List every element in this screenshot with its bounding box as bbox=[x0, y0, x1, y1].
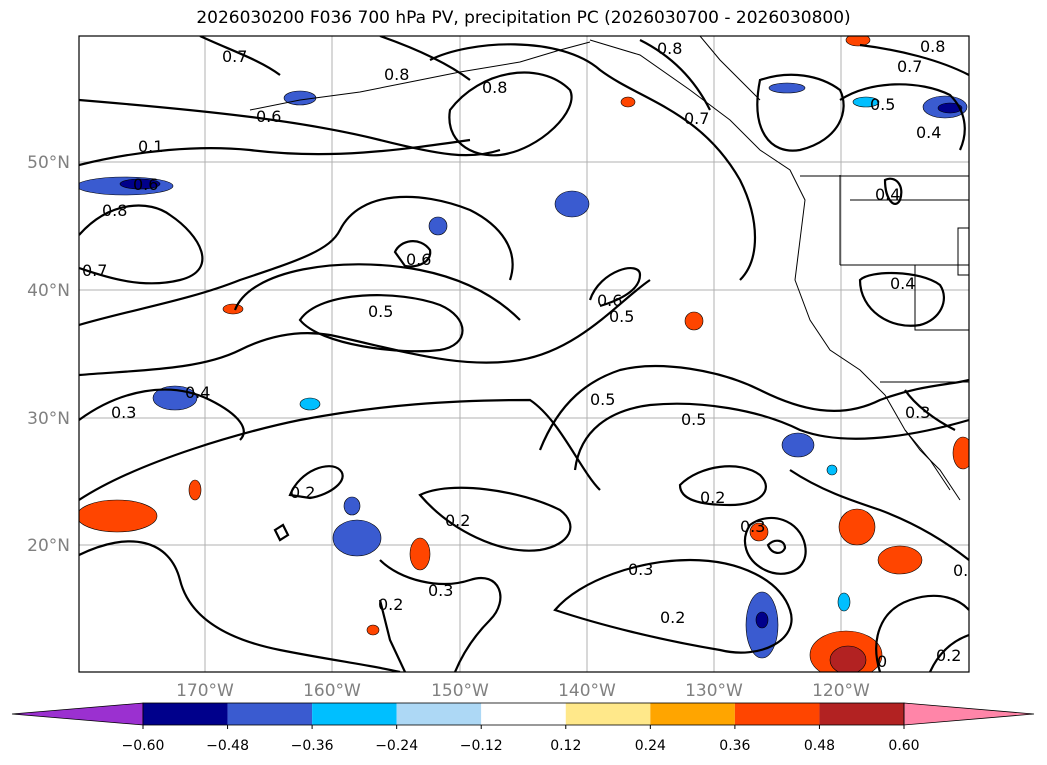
colorbar-tick-label: −0.36 bbox=[291, 738, 334, 754]
colorbar-tick-label: 0.24 bbox=[635, 738, 666, 754]
colorbar-tick-label: −0.60 bbox=[122, 738, 165, 754]
lon-label-160w: 160°W bbox=[303, 681, 361, 701]
colorbar-tick-label: 0.36 bbox=[719, 738, 750, 754]
lon-label-150w: 150°W bbox=[431, 681, 489, 701]
contour-label: 0.7 bbox=[222, 47, 247, 66]
colorbar-segment bbox=[143, 703, 228, 725]
contour-labels: 0.7 0.8 0.6 0.8 0.8 0.7 0.7 0.8 0.5 0.4 … bbox=[82, 37, 978, 671]
contour-label: 0.2 bbox=[445, 511, 470, 530]
contour-label: 0.8 bbox=[657, 39, 682, 58]
contour-label: 0.2 bbox=[700, 488, 725, 507]
lat-label-30n: 30°N bbox=[27, 409, 70, 429]
colorbar-tick-label: 0.60 bbox=[888, 738, 919, 754]
contour-label: 0.8 bbox=[384, 65, 409, 84]
map-border bbox=[78, 35, 970, 673]
colorbar-segment bbox=[481, 703, 566, 725]
contour-label: 0.6 bbox=[256, 107, 281, 126]
contour-label: 0.2 bbox=[660, 608, 685, 627]
map-title: 2026030200 F036 700 hPa PV, precipitatio… bbox=[196, 8, 851, 28]
colorbar-segment bbox=[312, 703, 397, 725]
contour-label: 0.4 bbox=[185, 383, 210, 402]
contour-label: 0 bbox=[877, 652, 887, 671]
lon-label-170w: 170°W bbox=[176, 681, 234, 701]
lon-label-130w: 130°W bbox=[685, 681, 743, 701]
contour-label: 0.5 bbox=[609, 307, 634, 326]
contour-label: 0.6 bbox=[597, 291, 622, 310]
contour-label: 0.7 bbox=[684, 109, 709, 128]
contour-label: 0.3 bbox=[111, 403, 136, 422]
contour-label: 0.8 bbox=[482, 78, 507, 97]
contour-label: 0.2 bbox=[290, 483, 315, 502]
colorbar-segment bbox=[565, 703, 651, 725]
contour-label: 0.5 bbox=[590, 390, 615, 409]
colorbar-tick-label: −0.48 bbox=[206, 738, 249, 754]
lat-label-20n: 20°N bbox=[27, 536, 70, 556]
contour-label: 0.6 bbox=[406, 250, 431, 269]
contour-label: 0.4 bbox=[890, 274, 915, 293]
contour-label: 0.3 bbox=[905, 403, 930, 422]
lat-label-50n: 50°N bbox=[27, 153, 70, 173]
colorbar: −0.60 −0.48 −0.36 −0.24 −0.12 0.12 0.24 0.36 0.4… bbox=[11, 702, 1035, 754]
contour-label: 0.3 bbox=[953, 561, 978, 580]
contour-label: 0.4 bbox=[875, 185, 900, 204]
colorbar-segment bbox=[650, 703, 735, 725]
contour-label: 0.5 bbox=[681, 410, 706, 429]
contour-label: 0.1 bbox=[138, 137, 163, 156]
colorbar-extend-high bbox=[903, 702, 1035, 726]
contour-label: 0.8 bbox=[920, 37, 945, 56]
colorbar-segment bbox=[396, 703, 482, 725]
colorbar-tick-label: −0.24 bbox=[375, 738, 418, 754]
colorbar-extend-low bbox=[11, 702, 144, 726]
lon-label-140w: 140°W bbox=[558, 681, 616, 701]
colorbar-outline bbox=[142, 702, 905, 726]
lon-label-120w: 120°W bbox=[812, 681, 870, 701]
contour-label: 0.7 bbox=[897, 57, 922, 76]
contour-label: 0.5 bbox=[368, 302, 393, 321]
contour-label: 0.6 bbox=[133, 175, 158, 194]
coastlines bbox=[249, 36, 969, 501]
contour-label: 0.8 bbox=[102, 201, 127, 220]
gridlines bbox=[79, 36, 969, 672]
pv-contours bbox=[79, 36, 969, 672]
contour-label: 0.3 bbox=[628, 560, 653, 579]
lat-label-40n: 40°N bbox=[27, 281, 70, 301]
contour-label: 0.4 bbox=[916, 123, 941, 142]
colorbar-segment bbox=[819, 703, 904, 725]
contour-label: 0.3 bbox=[428, 581, 453, 600]
contour-label: 0.7 bbox=[82, 261, 107, 280]
contour-label: 0.2 bbox=[378, 595, 403, 614]
contour-label: 0.2 bbox=[936, 646, 961, 665]
latitude-labels: 50°N 40°N 30°N 20°N bbox=[27, 153, 70, 556]
colorbar-tick-label: 0.12 bbox=[550, 738, 581, 754]
colorbar-tick-label: −0.12 bbox=[460, 738, 503, 754]
colorbar-segment bbox=[227, 703, 313, 725]
colorbar-tick-label: 0.48 bbox=[804, 738, 835, 754]
longitude-labels: 170°W 160°W 150°W 140°W 130°W 120°W bbox=[176, 681, 870, 701]
contour-label: 0.5 bbox=[870, 95, 895, 114]
colorbar-segment bbox=[734, 703, 820, 725]
contour-label: 0.3 bbox=[740, 517, 765, 536]
